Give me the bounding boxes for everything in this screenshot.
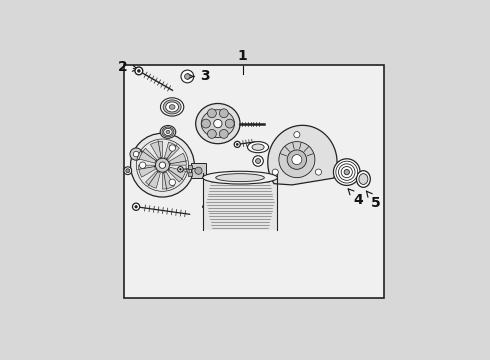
Circle shape	[334, 159, 360, 185]
Ellipse shape	[216, 174, 265, 182]
Circle shape	[169, 179, 175, 185]
Ellipse shape	[359, 174, 368, 184]
Polygon shape	[268, 125, 337, 185]
Bar	[189, 172, 193, 176]
Text: 1: 1	[238, 49, 247, 63]
Circle shape	[236, 143, 239, 146]
Circle shape	[272, 169, 278, 175]
Circle shape	[225, 119, 234, 128]
Ellipse shape	[196, 103, 240, 144]
Circle shape	[137, 69, 141, 73]
Circle shape	[140, 162, 146, 168]
Circle shape	[124, 167, 132, 175]
Circle shape	[169, 145, 175, 151]
Circle shape	[292, 155, 302, 165]
Ellipse shape	[160, 126, 176, 138]
Circle shape	[207, 130, 217, 138]
Ellipse shape	[161, 98, 184, 116]
Circle shape	[214, 120, 222, 128]
Circle shape	[234, 141, 240, 148]
Circle shape	[130, 133, 195, 197]
Ellipse shape	[203, 201, 277, 213]
Ellipse shape	[252, 144, 264, 150]
Ellipse shape	[164, 129, 172, 135]
Polygon shape	[150, 141, 162, 158]
FancyBboxPatch shape	[123, 66, 384, 298]
Ellipse shape	[201, 110, 235, 138]
Circle shape	[336, 161, 358, 183]
Circle shape	[132, 203, 140, 210]
Circle shape	[179, 168, 182, 171]
Circle shape	[253, 156, 263, 166]
Circle shape	[178, 167, 183, 172]
Circle shape	[279, 141, 315, 177]
Polygon shape	[139, 148, 157, 163]
Circle shape	[220, 130, 228, 138]
Polygon shape	[165, 142, 179, 159]
Ellipse shape	[203, 171, 277, 184]
Bar	[203, 173, 277, 230]
Circle shape	[159, 162, 166, 168]
Circle shape	[134, 205, 138, 208]
Text: 2: 2	[118, 60, 138, 74]
Circle shape	[344, 170, 349, 175]
Polygon shape	[170, 153, 186, 165]
Ellipse shape	[356, 171, 370, 187]
Polygon shape	[146, 171, 160, 188]
Circle shape	[130, 148, 142, 160]
Ellipse shape	[169, 105, 175, 109]
Bar	[189, 166, 193, 169]
Circle shape	[316, 169, 321, 175]
Polygon shape	[162, 172, 174, 189]
Text: 5: 5	[367, 191, 381, 210]
FancyBboxPatch shape	[191, 163, 206, 178]
Polygon shape	[168, 167, 186, 182]
Circle shape	[341, 167, 352, 178]
Circle shape	[220, 109, 228, 118]
Circle shape	[294, 132, 300, 138]
Circle shape	[155, 158, 170, 172]
Circle shape	[201, 119, 210, 128]
Circle shape	[287, 150, 307, 169]
Polygon shape	[139, 165, 155, 177]
Circle shape	[339, 164, 355, 180]
Ellipse shape	[166, 130, 170, 134]
Circle shape	[185, 74, 190, 79]
Text: 3: 3	[188, 69, 209, 84]
Ellipse shape	[162, 127, 174, 137]
Circle shape	[133, 151, 139, 157]
Circle shape	[181, 70, 194, 83]
Ellipse shape	[163, 100, 181, 114]
Circle shape	[195, 167, 202, 174]
Ellipse shape	[166, 102, 178, 112]
Ellipse shape	[247, 141, 269, 153]
Circle shape	[256, 158, 261, 163]
Text: 4: 4	[348, 189, 364, 207]
Circle shape	[135, 67, 143, 75]
Circle shape	[207, 109, 217, 118]
Circle shape	[126, 169, 130, 173]
